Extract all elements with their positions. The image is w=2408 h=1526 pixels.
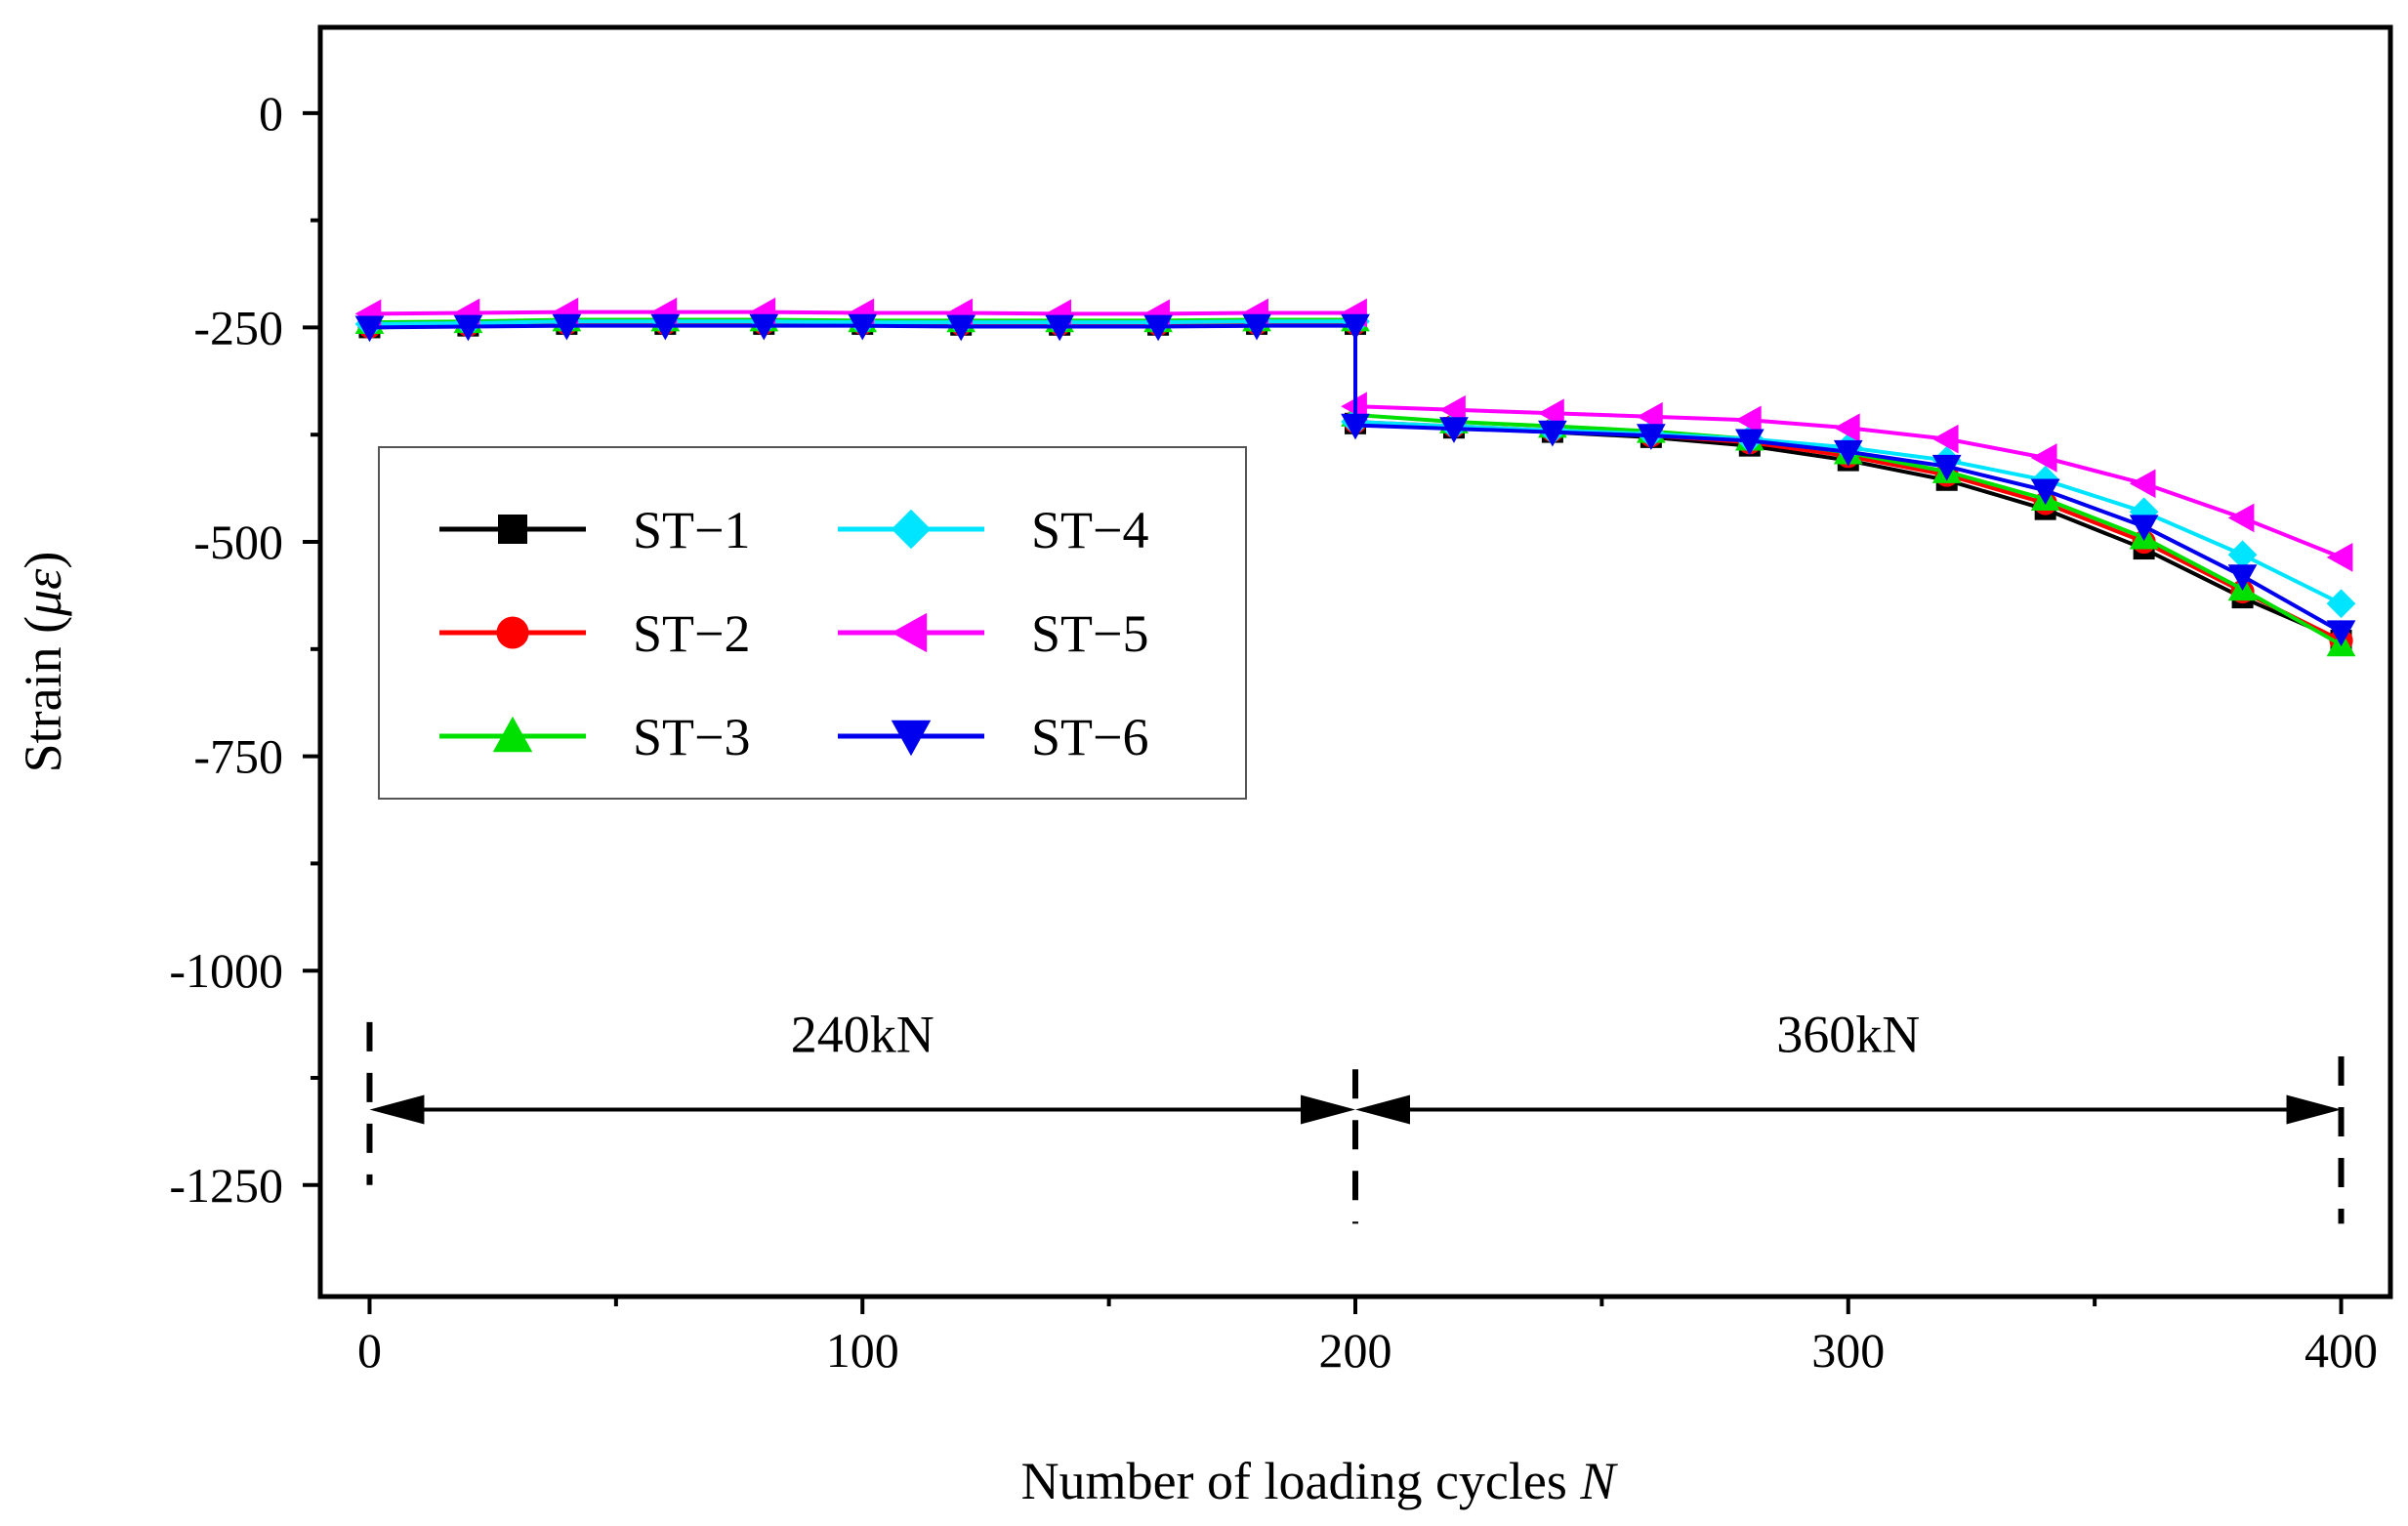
y-axis-title-var: με (14, 568, 72, 617)
legend-marker (891, 612, 928, 653)
series-point (2326, 542, 2353, 572)
x-axis: 0 100 200 300 400 (357, 1297, 2378, 1378)
series-group (354, 297, 2356, 657)
legend-label: ST−2 (633, 604, 750, 663)
legend-marker (891, 509, 932, 550)
x-tick-label: 0 (357, 1323, 382, 1378)
series-point (1734, 405, 1762, 435)
series-point (453, 314, 483, 342)
y-tick-label: -1250 (169, 1158, 283, 1213)
x-axis-title-text: Number of loading cycles (1021, 1452, 1581, 1510)
y-tick-label: -500 (193, 515, 283, 569)
load-stage-annotations: 240kN 360kN (369, 1006, 2342, 1125)
series-point (1637, 424, 1666, 450)
y-axis-title: Strain (με) (14, 552, 72, 773)
arrow-head-right (1301, 1094, 1355, 1125)
x-tick-label: 300 (1811, 1323, 1885, 1378)
arrow-head-right (2286, 1094, 2342, 1125)
series-point (2030, 478, 2060, 506)
series-point (1931, 454, 1962, 481)
legend-marker (498, 515, 527, 544)
legend: ST−1 ST−2 ST−3 ST−4 ST−5 ST−6 (378, 446, 1247, 800)
x-axis-title: Number of loading cycles N (1021, 1452, 1619, 1510)
legend-marker (891, 720, 932, 757)
stage-annotation: 240kN (369, 1006, 1355, 1125)
legend-label: ST−1 (633, 501, 750, 559)
x-tick-label: 400 (2304, 1323, 2378, 1378)
load-stage-dividers (366, 1021, 2345, 1224)
series-point (1538, 420, 1567, 447)
series-point (1439, 394, 1466, 425)
y-axis-title-close: ) (14, 552, 72, 569)
series-point (2129, 515, 2159, 542)
legend-marker (492, 716, 533, 753)
series-point (1242, 313, 1271, 341)
legend-marker (496, 616, 529, 649)
series-point (1538, 398, 1564, 429)
series-line (369, 323, 2343, 634)
legend-label: ST−3 (633, 708, 750, 766)
series-point (1931, 424, 1959, 454)
series-point (1045, 314, 1074, 342)
y-tick-label: -250 (193, 300, 283, 354)
series-point (2227, 503, 2255, 533)
x-axis-title-var: N (1579, 1452, 1618, 1510)
series-point (1734, 429, 1764, 456)
series-point (354, 315, 385, 343)
series-point (1341, 313, 1370, 341)
x-tick-label: 100 (826, 1323, 899, 1378)
arrow-head-left (369, 1094, 425, 1125)
y-tick-label: -1000 (169, 943, 283, 998)
series-point (2030, 443, 2057, 473)
series-point (1341, 413, 1370, 440)
stage-label: 360kN (1776, 1006, 1920, 1064)
series-point (1143, 314, 1173, 342)
series-point (2227, 540, 2258, 570)
x-tick-label: 200 (1319, 1323, 1392, 1378)
series-6 (354, 313, 2356, 647)
series-point (2326, 589, 2356, 619)
y-axis-title-text: Strain ( (14, 616, 72, 772)
series-point (2129, 469, 2156, 499)
legend-label: ST−4 (1031, 501, 1148, 559)
stage-annotation: 360kN (1355, 1006, 2342, 1125)
series-point (946, 314, 976, 342)
arrow-head-left (1355, 1094, 1410, 1125)
legend-label: ST−6 (1031, 708, 1148, 766)
series-point (1833, 439, 1863, 467)
stage-label: 240kN (791, 1006, 934, 1064)
series-point (2326, 620, 2356, 647)
series-point (1439, 417, 1469, 443)
series-point (848, 313, 878, 341)
y-tick-label: 0 (259, 86, 283, 141)
series-point (2227, 564, 2258, 592)
series-point (1833, 413, 1860, 443)
series-point (1637, 401, 1663, 432)
legend-label: ST−5 (1031, 604, 1148, 663)
y-tick-label: -750 (193, 729, 283, 784)
series-point (552, 313, 582, 341)
series-point (749, 313, 779, 341)
y-axis: 0 -250 -500 -750 -1000 -1250 (169, 86, 320, 1213)
series-point (650, 313, 681, 341)
